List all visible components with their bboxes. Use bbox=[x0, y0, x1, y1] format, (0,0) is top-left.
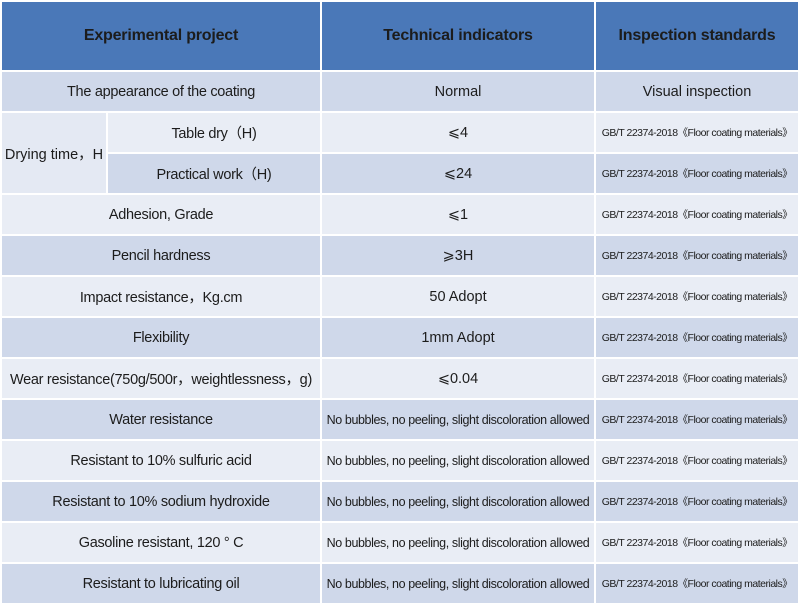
indicator-cell: ⩽24 bbox=[322, 154, 594, 193]
header-row: Experimental project Technical indicator… bbox=[2, 2, 798, 70]
header-technical-indicators: Technical indicators bbox=[322, 2, 594, 70]
standard-cell: Visual inspection bbox=[596, 72, 798, 111]
indicator-cell: No bubbles, no peeling, slight discolora… bbox=[322, 564, 594, 603]
table-row: Impact resistance，Kg.cm 50 Adopt GB/T 22… bbox=[2, 277, 798, 316]
project-cell: Practical work（H) bbox=[108, 154, 320, 193]
project-cell: Flexibility bbox=[2, 318, 320, 357]
standard-cell: GB/T 22374-2018《Floor coating materials》 bbox=[596, 154, 798, 193]
project-cell: Adhesion, Grade bbox=[2, 195, 320, 234]
project-cell: Resistant to 10% sodium hydroxide bbox=[2, 482, 320, 521]
project-cell: Gasoline resistant, 120 ° C bbox=[2, 523, 320, 562]
project-cell: Resistant to lubricating oil bbox=[2, 564, 320, 603]
standard-cell: GB/T 22374-2018《Floor coating materials》 bbox=[596, 359, 798, 398]
header-inspection-standards: Inspection standards bbox=[596, 2, 798, 70]
table-row: Resistant to lubricating oil No bubbles,… bbox=[2, 564, 798, 603]
table-row: Gasoline resistant, 120 ° C No bubbles, … bbox=[2, 523, 798, 562]
project-cell: Wear resistance(750g/500r，weightlessness… bbox=[2, 359, 320, 398]
standard-cell: GB/T 22374-2018《Floor coating materials》 bbox=[596, 277, 798, 316]
standard-cell: GB/T 22374-2018《Floor coating materials》 bbox=[596, 564, 798, 603]
indicator-cell: ⩾3H bbox=[322, 236, 594, 275]
standard-cell: GB/T 22374-2018《Floor coating materials》 bbox=[596, 441, 798, 480]
indicator-cell: ⩽0.04 bbox=[322, 359, 594, 398]
indicator-cell: ⩽1 bbox=[322, 195, 594, 234]
table-row: Adhesion, Grade ⩽1 GB/T 22374-2018《Floor… bbox=[2, 195, 798, 234]
table-row: Water resistance No bubbles, no peeling,… bbox=[2, 400, 798, 439]
table-row: Pencil hardness ⩾3H GB/T 22374-2018《Floo… bbox=[2, 236, 798, 275]
project-cell: Water resistance bbox=[2, 400, 320, 439]
project-cell: Resistant to 10% sulfuric acid bbox=[2, 441, 320, 480]
project-cell: Table dry（H) bbox=[108, 113, 320, 152]
standard-cell: GB/T 22374-2018《Floor coating materials》 bbox=[596, 400, 798, 439]
table-row: Practical work（H) ⩽24 GB/T 22374-2018《Fl… bbox=[2, 154, 798, 193]
project-cell: Pencil hardness bbox=[2, 236, 320, 275]
table-row: Flexibility 1mm Adopt GB/T 22374-2018《Fl… bbox=[2, 318, 798, 357]
standard-cell: GB/T 22374-2018《Floor coating materials》 bbox=[596, 113, 798, 152]
table-row: Drying time，H Table dry（H) ⩽4 GB/T 22374… bbox=[2, 113, 798, 193]
indicator-cell: 1mm Adopt bbox=[322, 318, 594, 357]
table-row: Resistant to 10% sulfuric acid No bubble… bbox=[2, 441, 798, 480]
drying-time-group-cell: Drying time，H bbox=[2, 113, 106, 193]
project-cell: The appearance of the coating bbox=[2, 72, 320, 111]
indicator-cell: Normal bbox=[322, 72, 594, 111]
table-row: Resistant to 10% sodium hydroxide No bub… bbox=[2, 482, 798, 521]
indicator-cell: No bubbles, no peeling, slight discolora… bbox=[322, 441, 594, 480]
standard-cell: GB/T 22374-2018《Floor coating materials》 bbox=[596, 236, 798, 275]
standard-cell: GB/T 22374-2018《Floor coating materials》 bbox=[596, 482, 798, 521]
indicator-cell: No bubbles, no peeling, slight discolora… bbox=[322, 482, 594, 521]
indicator-cell: No bubbles, no peeling, slight discolora… bbox=[322, 400, 594, 439]
indicator-cell: No bubbles, no peeling, slight discolora… bbox=[322, 523, 594, 562]
indicator-cell: 50 Adopt bbox=[322, 277, 594, 316]
indicator-cell: ⩽4 bbox=[322, 113, 594, 152]
standard-cell: GB/T 22374-2018《Floor coating materials》 bbox=[596, 523, 798, 562]
header-experimental-project: Experimental project bbox=[2, 2, 320, 70]
standard-cell: GB/T 22374-2018《Floor coating materials》 bbox=[596, 318, 798, 357]
project-cell: Impact resistance，Kg.cm bbox=[2, 277, 320, 316]
table-row: Wear resistance(750g/500r，weightlessness… bbox=[2, 359, 798, 398]
table-row: The appearance of the coating Normal Vis… bbox=[2, 72, 798, 111]
standard-cell: GB/T 22374-2018《Floor coating materials》 bbox=[596, 195, 798, 234]
